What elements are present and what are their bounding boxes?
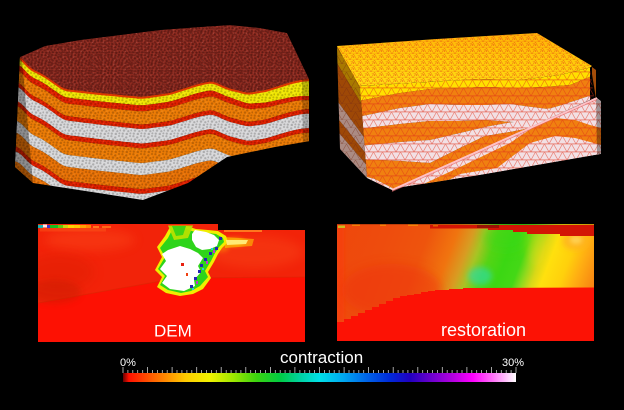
svg-text:restoration: restoration [441,320,526,340]
svg-text:DEM: DEM [154,322,192,341]
svg-text:30%: 30% [502,357,524,369]
svg-text:contraction: contraction [280,348,363,367]
svg-text:0%: 0% [120,357,136,369]
